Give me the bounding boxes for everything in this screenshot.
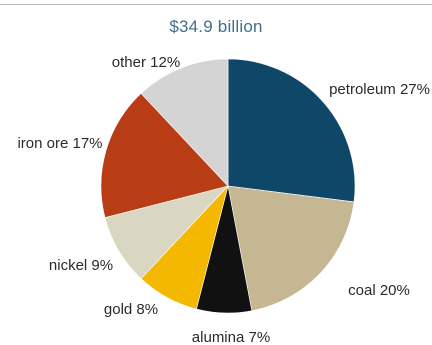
pie-slices (100, 58, 356, 314)
chart-title: $34.9 billion (169, 17, 263, 36)
top-rule (0, 4, 432, 5)
slice-label-other: other 12% (112, 54, 180, 71)
slice-label-petroleum: petroleum 27% (329, 81, 430, 98)
pie-slice-other (140, 58, 229, 187)
pie-slice-petroleum (227, 58, 356, 203)
slice-label-gold: gold 8% (104, 301, 158, 318)
slice-label-coal: coal 20% (348, 282, 410, 299)
pie-slice-coal (227, 185, 355, 312)
slice-label-alumina: alumina 7% (192, 329, 270, 345)
pie-labels: petroleum 27% coal 20% alumina 7% gold 8% ni… (17, 54, 430, 345)
slice-label-iron-ore: iron ore 17% (17, 135, 102, 152)
slice-label-nickel: nickel 9% (49, 257, 113, 274)
pie-slice-iron-ore (100, 92, 229, 218)
